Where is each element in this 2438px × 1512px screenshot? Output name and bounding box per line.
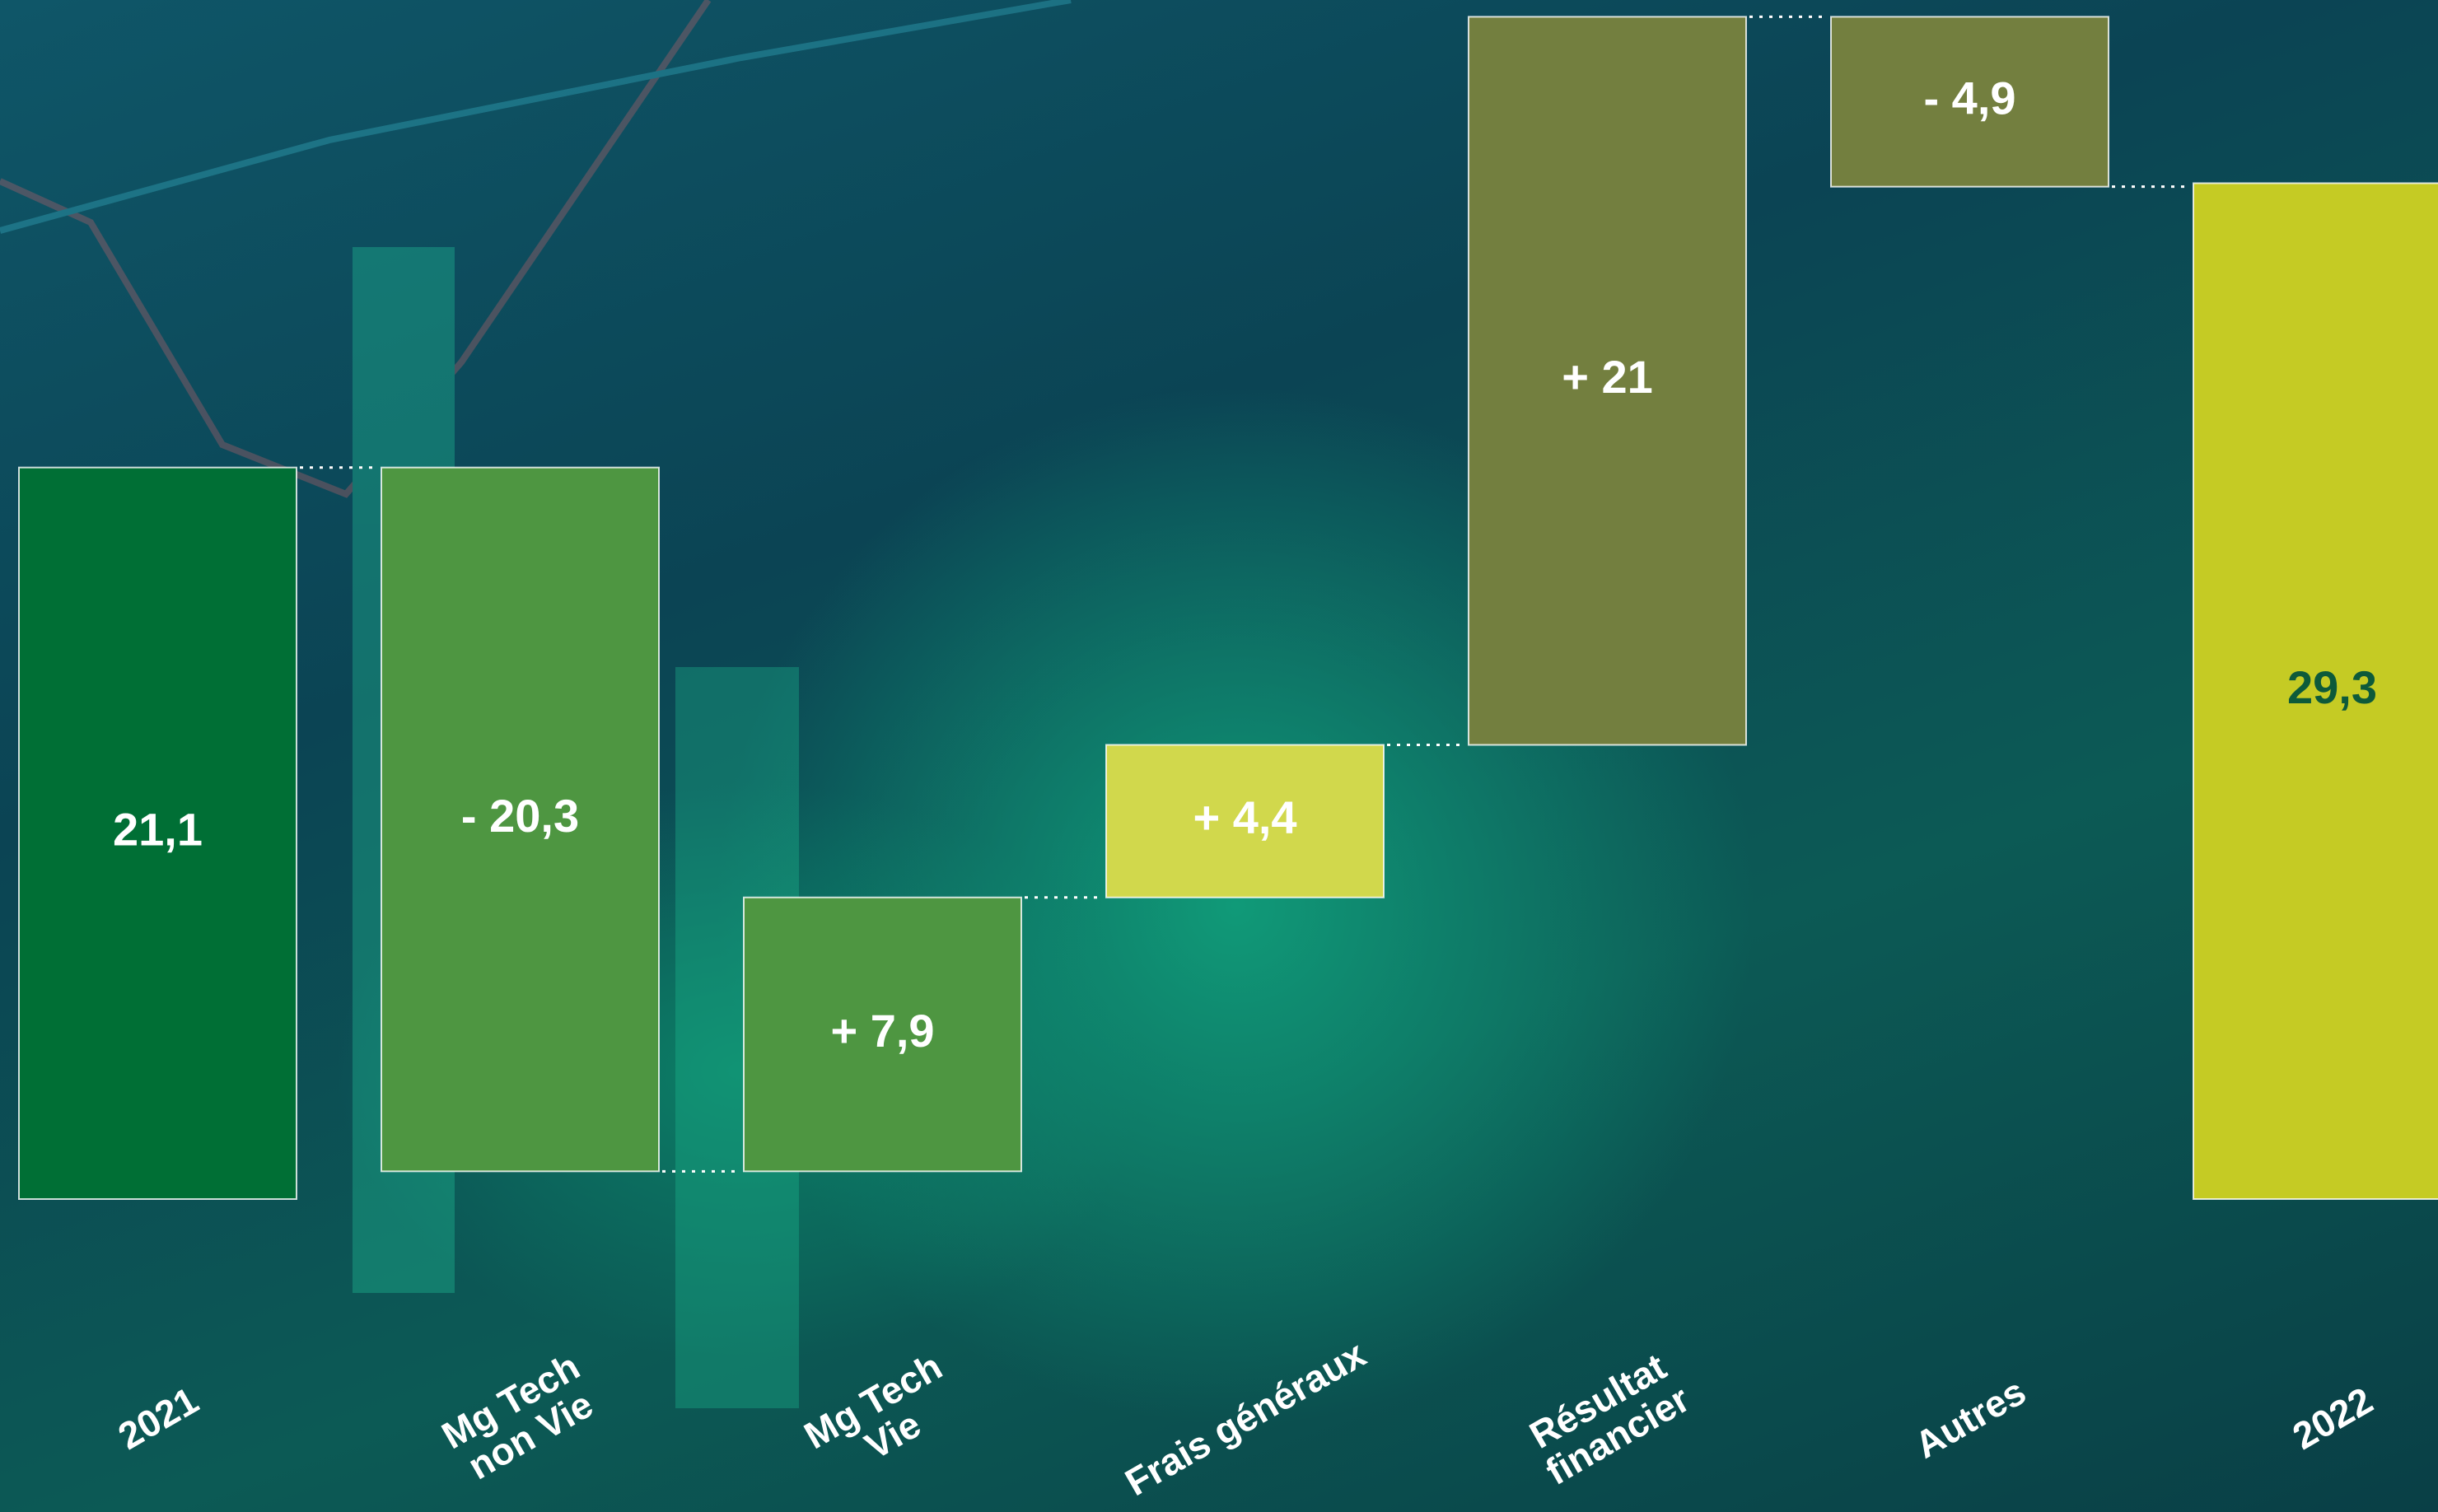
value-label: - 20,3 [461, 790, 579, 842]
bar [2193, 182, 2438, 1201]
value-label: + 4,4 [1193, 791, 1296, 843]
bar [743, 896, 1022, 1173]
bar [1468, 16, 1747, 746]
bar [18, 466, 297, 1200]
value-label: 29,3 [2287, 661, 2377, 713]
bar [1105, 744, 1385, 898]
value-label: + 7,9 [830, 1005, 934, 1057]
value-label: + 21 [1562, 351, 1653, 403]
value-label: 21,1 [113, 804, 203, 856]
value-label: - 4,9 [1923, 72, 2015, 124]
bar [381, 466, 660, 1173]
bar [1830, 16, 2109, 188]
